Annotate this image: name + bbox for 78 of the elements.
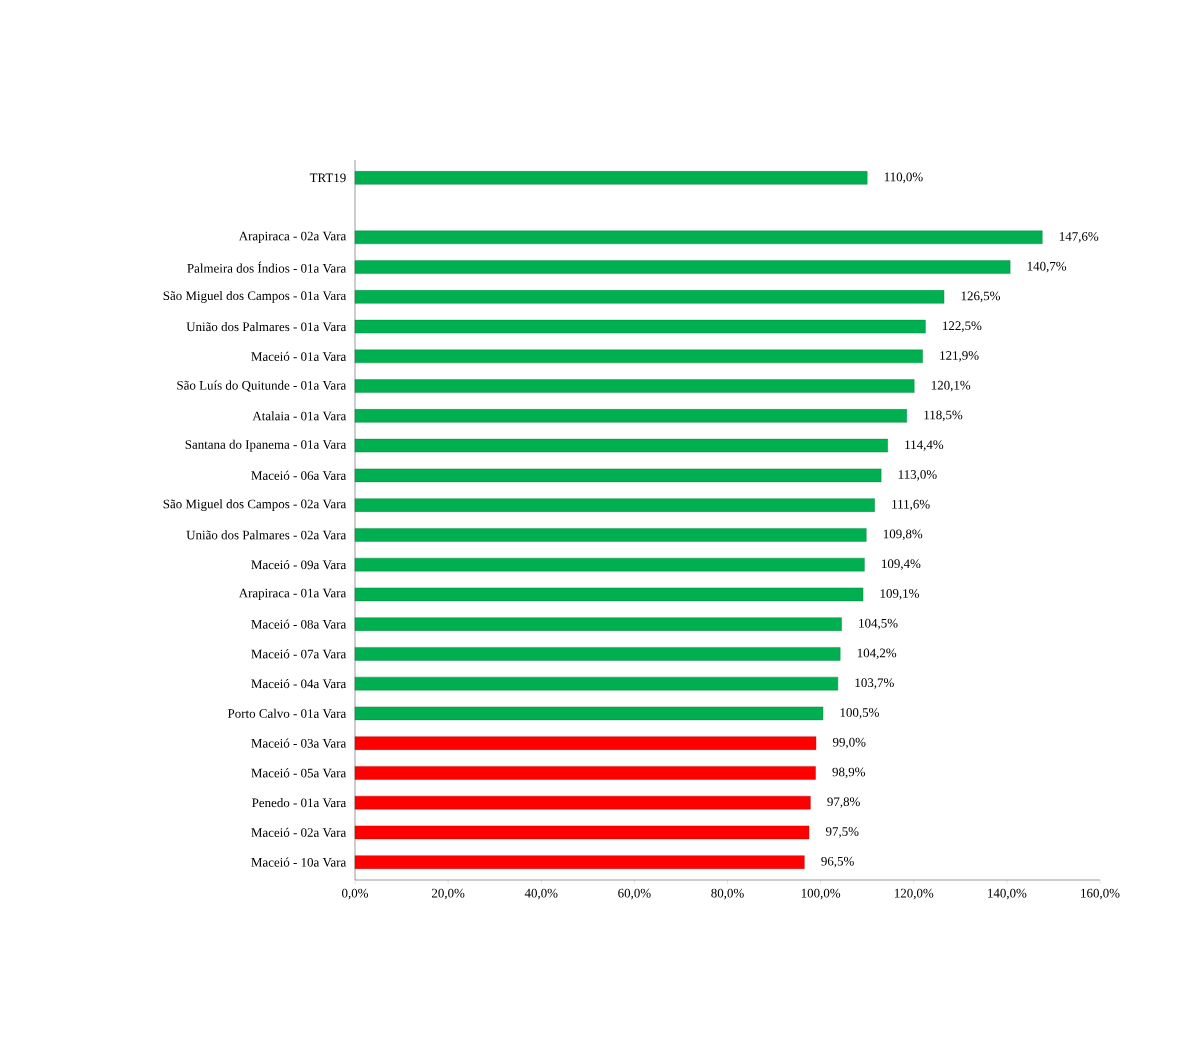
data-label: 97,5% — [825, 827, 859, 838]
bar — [354, 557, 865, 572]
y-tick-label: União dos Palmares - 02a Vara — [186, 530, 347, 540]
data-label: 109,1% — [880, 589, 920, 600]
data-label: 113,0% — [898, 470, 937, 481]
bar — [354, 498, 875, 512]
data-label: 103,7% — [855, 678, 894, 689]
data-label: 114,4% — [905, 440, 944, 451]
y-tick-label: TRT19 — [309, 173, 346, 183]
x-tick-label: 60,0% — [618, 888, 651, 900]
bar — [354, 528, 867, 542]
y-tick-label: União dos Palmares - 01a Vara — [186, 322, 347, 332]
x-tick-label: 100,0% — [801, 888, 841, 900]
data-label: 110,0% — [884, 172, 923, 184]
y-tick-label: Santana do Ipanema - 01a Vara — [185, 439, 347, 452]
data-label: 126,5% — [961, 291, 1001, 303]
bar — [354, 319, 926, 334]
bar — [354, 706, 824, 721]
data-label: 147,6% — [1059, 232, 1099, 243]
data-label: 118,5% — [924, 410, 963, 422]
data-label: 97,8% — [827, 797, 860, 808]
y-tick-label: Maceió - 01a Vara — [251, 351, 347, 361]
data-label: 100,5% — [840, 708, 879, 719]
y-tick-label: Maceió - 02a Vara — [251, 827, 347, 838]
y-tick-label: Porto Calvo - 01a Vara — [227, 708, 347, 718]
bar — [354, 587, 864, 602]
y-tick-label: Maceió - 07a Vara — [251, 649, 347, 659]
y-tick-label: Palmeira dos Índios - 01a Vara — [187, 261, 347, 273]
data-label: 140,7% — [1027, 261, 1067, 273]
bar — [354, 736, 817, 750]
bar — [354, 438, 888, 453]
y-tick-label: Arapiraca - 02a Vara — [238, 231, 347, 244]
data-label: 121,9% — [940, 351, 979, 362]
y-tick-label: São Luís do Quitunde - 01a Vara — [177, 380, 347, 392]
y-tick-label: São Miguel dos Campos - 02a Vara — [163, 499, 347, 512]
bar — [354, 290, 945, 304]
data-label: 109,4% — [882, 559, 921, 570]
bar — [354, 647, 841, 661]
bar — [354, 171, 868, 185]
y-tick-label: Atalaia - 01a Vara — [252, 411, 347, 421]
data-label: 104,5% — [859, 618, 898, 630]
x-tick-label: 160,0% — [1081, 888, 1120, 900]
data-label: 104,2% — [857, 648, 897, 660]
data-label: 98,9% — [832, 767, 866, 779]
x-tick-label: 140,0% — [988, 888, 1027, 900]
x-tick-label: 20,0% — [431, 888, 465, 900]
y-tick-label: Maceió - 10a Vara — [251, 857, 347, 867]
bar — [354, 617, 842, 631]
data-label: 120,1% — [931, 380, 971, 392]
x-tick-label: 0,0% — [342, 888, 369, 900]
bar — [354, 795, 811, 810]
y-tick-label: Maceió - 06a Vara — [251, 470, 347, 480]
bar — [354, 766, 816, 780]
y-tick-label: Arapiraca - 01a Vara — [238, 588, 347, 601]
data-label: 99,0% — [832, 737, 866, 749]
y-tick-label: Maceió - 04a Vara — [251, 679, 347, 689]
bar — [354, 409, 907, 423]
y-tick-label: Maceió - 09a Vara — [251, 560, 347, 570]
x-tick-label: 80,0% — [711, 888, 744, 900]
x-tick-label: 40,0% — [524, 888, 558, 900]
y-tick-label: Penedo - 01a Vara — [252, 798, 347, 808]
bar — [354, 260, 1011, 274]
data-label: 96,5% — [821, 856, 854, 868]
x-tick-label: 120,0% — [894, 888, 934, 900]
y-tick-label: São Miguel dos Campos - 01a Vara — [163, 290, 347, 303]
y-tick-label: Maceió - 08a Vara — [251, 619, 347, 629]
bar — [354, 676, 839, 691]
data-label: 109,8% — [883, 529, 923, 541]
data-label: 122,5% — [943, 321, 982, 332]
bar — [354, 855, 805, 869]
bar — [354, 825, 810, 840]
bar — [354, 230, 1043, 245]
y-tick-label: Maceió - 05a Vara — [251, 768, 347, 778]
bar — [354, 379, 915, 393]
data-label: 111,6% — [892, 499, 930, 511]
bar — [354, 468, 882, 483]
y-tick-label: Maceió - 03a Vara — [251, 738, 347, 748]
bar — [354, 349, 923, 364]
